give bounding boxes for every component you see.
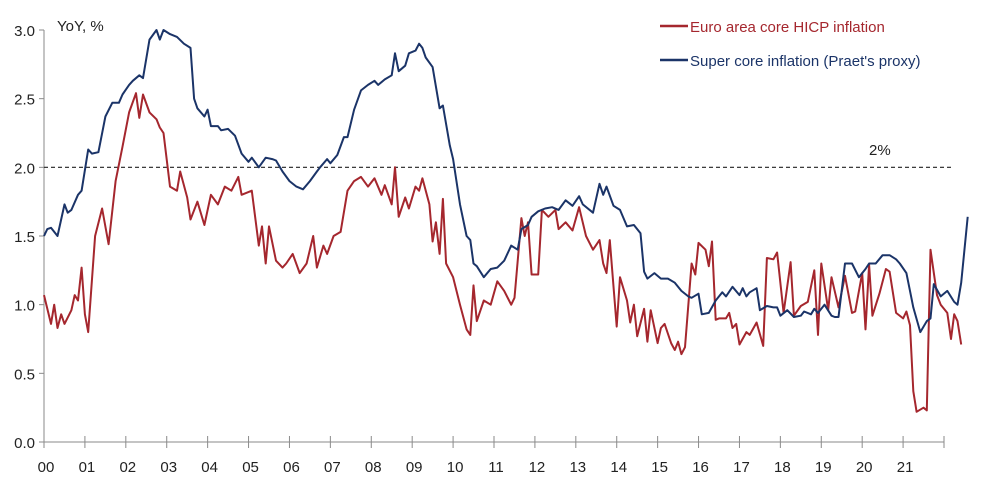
x-tick-label: 06 — [283, 459, 300, 476]
x-tick-label: 08 — [365, 459, 382, 476]
x-tick-label: 03 — [160, 459, 177, 476]
x-tick-label: 04 — [201, 459, 218, 476]
x-tick-label: 12 — [529, 459, 546, 476]
series-line-1 — [43, 29, 969, 334]
series-line-0 — [43, 92, 963, 413]
x-tick-label: 05 — [242, 459, 259, 476]
y-tick-label: 1.5 — [14, 229, 35, 246]
x-tick-label: 02 — [119, 459, 136, 476]
x-tick-label: 11 — [488, 459, 504, 476]
y-axis-label: YoY, % — [57, 18, 104, 35]
x-tick-label: 14 — [610, 459, 627, 476]
reference-line-label: 2% — [869, 142, 891, 159]
legend-item-super-core: Super core inflation (Praet's proxy) — [660, 53, 920, 70]
x-tick-label: 01 — [79, 459, 96, 476]
x-tick-label: 15 — [651, 459, 668, 476]
y-tick-label: 0.0 — [14, 435, 35, 452]
x-tick-label: 21 — [897, 459, 914, 476]
legend: Euro area core HICP inflation Super core… — [660, 19, 920, 70]
y-tick-label: 0.5 — [14, 366, 35, 383]
y-tick-label: 2.5 — [14, 92, 35, 109]
y-tick-label: 1.0 — [14, 298, 35, 315]
x-tick-label: 13 — [569, 459, 586, 476]
x-tick-label: 19 — [815, 459, 832, 476]
x-tick-label: 00 — [38, 459, 55, 476]
x-tick-label: 16 — [692, 459, 709, 476]
x-tick-label: 20 — [856, 459, 873, 476]
x-tick-label: 09 — [406, 459, 423, 476]
x-tick-label: 10 — [447, 459, 464, 476]
x-axis: 00 01 02 03 04 05 06 07 08 09 10 11 12 13 14 15 16 17 18 19… — [38, 436, 945, 476]
x-tick-label: 17 — [733, 459, 750, 476]
legend-label-super-core: Super core inflation (Praet's proxy) — [690, 53, 920, 70]
x-tick-label: 07 — [324, 459, 341, 476]
y-axis: 0.0 0.5 1.0 1.5 2.0 2.5 3.0 — [14, 23, 45, 452]
legend-label-euro-area-core-hicp: Euro area core HICP inflation — [690, 19, 885, 36]
x-tick-label: 18 — [774, 459, 791, 476]
y-tick-label: 2.0 — [14, 160, 35, 177]
y-tick-label: 3.0 — [14, 23, 35, 40]
series-group — [43, 29, 969, 413]
legend-item-euro-area-core-hicp: Euro area core HICP inflation — [660, 19, 885, 36]
